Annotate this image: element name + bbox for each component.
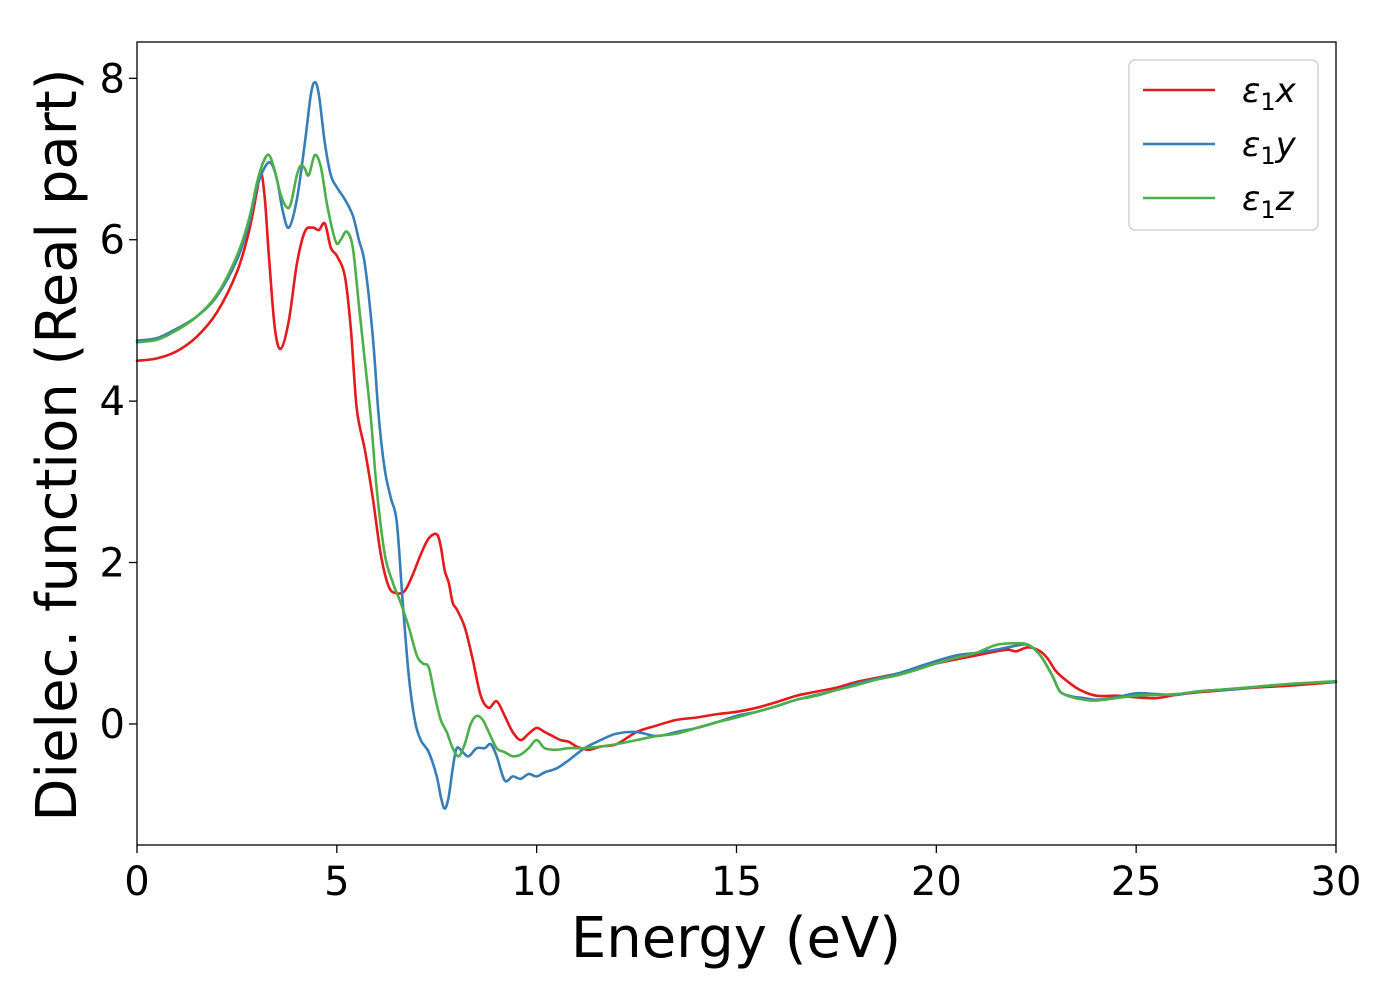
plot-area [135, 81, 1338, 810]
series-line-z [135, 153, 1338, 758]
y-tick-label: 8 [100, 56, 125, 102]
legend-box [1128, 59, 1319, 231]
y-tick-label: 4 [100, 379, 125, 425]
y-tick-label: 0 [100, 702, 125, 748]
series-line-x [135, 169, 1338, 752]
y-tick-label: 6 [100, 218, 125, 264]
x-tick-label: 30 [1311, 859, 1362, 905]
y-tick-label: 2 [100, 541, 125, 587]
y-axis-title: Dielec. function (Real part) [25, 68, 90, 821]
x-tick-label: 0 [124, 859, 149, 905]
x-tick-label: 20 [911, 859, 962, 905]
x-axis-title: Energy (eV) [571, 906, 901, 971]
x-axis: 0 5 10 15 20 25 30 [124, 845, 1361, 905]
legend-label-z: ε1z [1242, 179, 1295, 224]
legend-label-y: ε1y [1242, 125, 1297, 170]
legend: ε1x ε1y ε1z [1128, 59, 1319, 231]
x-tick-label: 25 [1111, 859, 1162, 905]
legend-label-x: ε1x [1242, 71, 1297, 116]
y-axis: 0 2 4 6 8 [100, 56, 137, 748]
x-tick-label: 10 [511, 859, 562, 905]
x-tick-label: 5 [324, 859, 349, 905]
x-tick-label: 15 [711, 859, 762, 905]
